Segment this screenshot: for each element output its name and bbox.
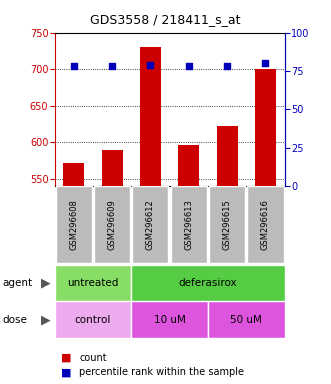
Text: ▶: ▶ (41, 313, 51, 326)
Text: 10 uM: 10 uM (154, 314, 186, 325)
Text: GSM296612: GSM296612 (146, 199, 155, 250)
Text: ▶: ▶ (41, 277, 51, 290)
Text: GDS3558 / 218411_s_at: GDS3558 / 218411_s_at (90, 13, 241, 26)
Point (71, 63, 76, 70)
Text: ■: ■ (61, 367, 72, 377)
Text: count: count (79, 353, 107, 363)
Text: deferasirox: deferasirox (179, 278, 237, 288)
Point (186, 63, 191, 70)
Bar (216, 126, 238, 384)
Bar (131, 265, 285, 301)
Bar (248, 186, 284, 263)
Point (148, 62, 153, 68)
Text: untreated: untreated (67, 278, 118, 288)
Text: GSM296609: GSM296609 (108, 199, 117, 250)
Bar (178, 144, 199, 384)
Point (224, 63, 230, 70)
Text: GSM296608: GSM296608 (69, 199, 78, 250)
Bar (63, 163, 84, 384)
Text: GSM296615: GSM296615 (223, 199, 232, 250)
Bar (132, 186, 168, 263)
Text: GSM296613: GSM296613 (184, 199, 193, 250)
Text: GSM296616: GSM296616 (261, 199, 270, 250)
Text: 50 uM: 50 uM (230, 314, 262, 325)
Text: control: control (75, 314, 111, 325)
Text: percentile rank within the sample: percentile rank within the sample (79, 367, 244, 377)
Bar (209, 186, 245, 263)
Text: agent: agent (3, 278, 33, 288)
Point (263, 60, 268, 66)
Bar (208, 301, 285, 338)
Bar (94, 186, 130, 263)
Bar (131, 301, 208, 338)
Text: ■: ■ (61, 353, 72, 363)
Bar (255, 69, 276, 384)
Bar (102, 150, 123, 384)
Bar (55, 301, 131, 338)
Bar (171, 186, 207, 263)
Bar (140, 47, 161, 384)
Bar (56, 186, 92, 263)
Bar (55, 265, 131, 301)
Text: dose: dose (3, 314, 27, 325)
Point (110, 63, 115, 70)
